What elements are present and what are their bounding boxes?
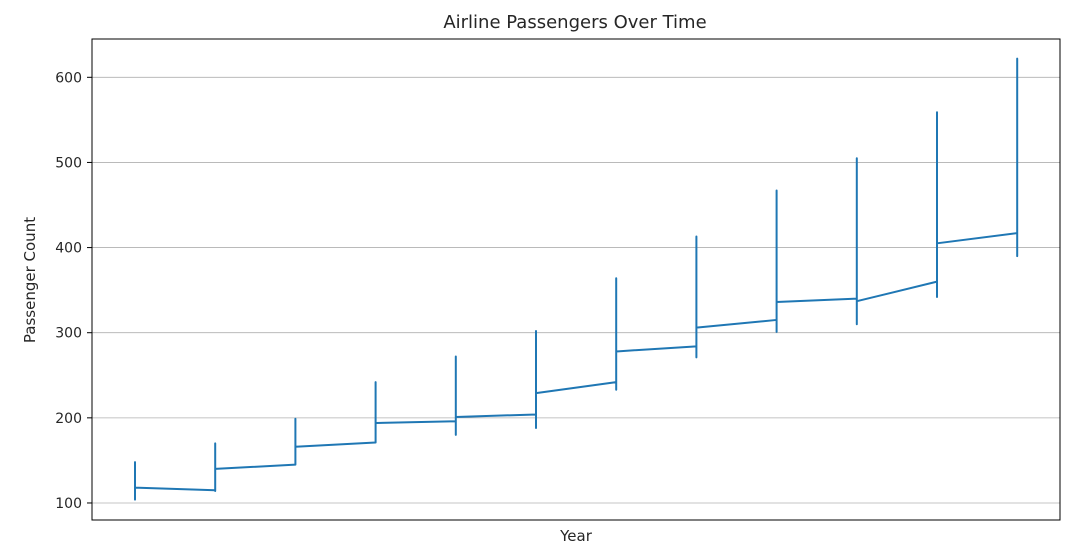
y-tick-label-600: 600 — [55, 70, 82, 86]
y-tick-label-100: 100 — [55, 496, 82, 512]
y-axis: 100 200 300 400 500 600 — [55, 70, 92, 512]
series-line — [134, 57, 1019, 501]
plot-frame — [91, 38, 1061, 521]
x-axis-label: Year — [559, 527, 593, 545]
grid-lines — [92, 76, 1060, 504]
chart-title: Airline Passengers Over Time — [443, 12, 706, 33]
series-layer — [134, 57, 1019, 501]
y-axis-label: Passenger Count — [21, 217, 39, 343]
y-tick-label-400: 400 — [55, 241, 82, 257]
y-tick-label-500: 500 — [55, 155, 82, 171]
y-tick-label-300: 300 — [55, 326, 82, 342]
y-tick-label-200: 200 — [55, 411, 82, 427]
